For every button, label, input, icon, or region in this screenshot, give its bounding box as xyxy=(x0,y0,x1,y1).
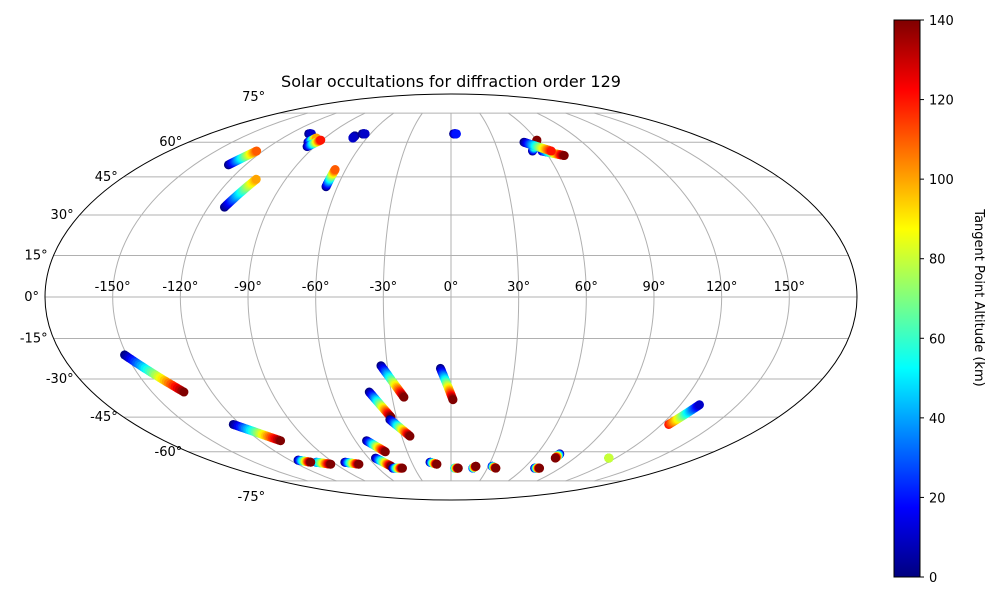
longitude-tick-label: -150° xyxy=(95,280,131,295)
track-point xyxy=(451,129,461,139)
latitude-tick-label: 30° xyxy=(51,208,74,223)
track-point xyxy=(471,461,481,471)
colorbar-tick-label: 140 xyxy=(929,14,954,29)
colorbar-tick-label: 60 xyxy=(929,332,946,347)
longitude-tick-label: 90° xyxy=(642,280,665,295)
occultation-track xyxy=(664,400,704,429)
track-point xyxy=(399,392,409,402)
latitude-tick-label: -30° xyxy=(46,372,74,387)
occultation-track xyxy=(388,463,407,473)
occultation-track xyxy=(348,131,360,143)
latitude-tick-label: -60° xyxy=(155,445,183,460)
track-point xyxy=(380,447,390,457)
track-point xyxy=(330,165,340,175)
occultation-track xyxy=(228,419,286,446)
map-boundary xyxy=(44,93,858,501)
track-point xyxy=(251,174,261,184)
chart-title: Solar occultations for diffraction order… xyxy=(281,72,621,91)
track-point xyxy=(491,463,501,473)
occultation-track xyxy=(449,129,461,139)
colorbar-tick-label: 120 xyxy=(929,94,954,109)
latitude-tick-label: 60° xyxy=(159,135,182,150)
colorbar-ticks: 0 20 40 60 80 100 120 140 xyxy=(920,14,954,586)
occultation-track xyxy=(604,453,614,463)
track-point xyxy=(453,463,463,473)
track-point xyxy=(535,463,545,473)
latitude-tick-label: 75° xyxy=(242,90,265,105)
occultation-track xyxy=(321,165,340,192)
latitude-tick-labels: 75° 60° 45° 30° 15° 0° -15° -30° -45° -60° -75° xyxy=(20,90,265,505)
track-point xyxy=(179,387,189,397)
latitude-tick-label: 45° xyxy=(95,170,118,185)
map-outline xyxy=(44,93,858,501)
track-point xyxy=(306,457,316,467)
occultation-track xyxy=(519,137,556,156)
occultation-track xyxy=(219,174,261,212)
latitude-tick-label: -45° xyxy=(90,410,118,425)
colorbar-label: Tangent Point Altitude (km) xyxy=(971,208,986,386)
longitude-tick-label: -90° xyxy=(234,280,262,295)
track-point xyxy=(252,146,262,156)
track-point xyxy=(604,453,614,463)
longitude-tick-label: 30° xyxy=(507,280,530,295)
colorbar: 0 20 40 60 80 100 120 140 Tangent Point Altitud… xyxy=(893,14,986,586)
track-point xyxy=(559,151,569,161)
longitude-tick-label: -60° xyxy=(302,280,330,295)
track-point xyxy=(405,431,415,441)
occultation-track xyxy=(362,436,390,457)
track-point xyxy=(550,453,560,463)
track-point xyxy=(432,459,442,469)
track-point xyxy=(326,459,336,469)
occultation-track xyxy=(376,361,409,402)
longitude-tick-label: 120° xyxy=(706,280,737,295)
occultation-track xyxy=(357,129,370,139)
occultation-track xyxy=(425,457,442,469)
occultation-track xyxy=(550,449,565,463)
occultation-track xyxy=(487,461,501,473)
occultation-track xyxy=(302,135,326,152)
occultation-track xyxy=(435,363,458,405)
occultation-track xyxy=(340,457,364,469)
latitude-tick-label: -15° xyxy=(20,332,48,347)
occultation-track xyxy=(223,146,262,170)
colorbar-tick-label: 80 xyxy=(929,253,946,268)
colorbar-tick-label: 0 xyxy=(929,571,937,586)
latitude-tick-label: 15° xyxy=(25,248,48,263)
occultation-track xyxy=(385,415,415,441)
occultation-track xyxy=(293,455,316,467)
track-point xyxy=(316,135,326,145)
occultation-track xyxy=(468,461,481,473)
longitude-tick-label: 150° xyxy=(774,280,805,295)
track-point xyxy=(448,395,458,405)
track-point xyxy=(546,146,556,156)
longitude-tick-label: -120° xyxy=(162,280,198,295)
longitude-tick-label: 60° xyxy=(575,280,598,295)
longitude-tick-label: -30° xyxy=(369,280,397,295)
track-point xyxy=(694,400,704,410)
track-point xyxy=(354,459,364,469)
track-point xyxy=(348,133,358,143)
longitude-tick-labels: -150° -120° -90° -60° -30° 0° 30° 60° 90° 120° 150… xyxy=(95,280,805,295)
occultation-tracks xyxy=(120,129,704,473)
occultation-track xyxy=(450,463,463,473)
occultation-track xyxy=(530,463,545,473)
colorbar-tick-label: 40 xyxy=(929,412,946,427)
track-point xyxy=(360,129,370,139)
latitude-tick-label: 0° xyxy=(24,290,39,305)
track-point xyxy=(276,436,286,446)
longitude-tick-label: 0° xyxy=(444,280,459,295)
colorbar-tick-label: 20 xyxy=(929,491,946,506)
latitude-tick-label: -75° xyxy=(237,490,265,505)
colorbar-tick-label: 100 xyxy=(929,173,954,188)
colorbar-gradient xyxy=(893,19,921,578)
track-point xyxy=(397,463,407,473)
map-grid xyxy=(45,112,857,482)
occultation-track xyxy=(120,350,189,397)
